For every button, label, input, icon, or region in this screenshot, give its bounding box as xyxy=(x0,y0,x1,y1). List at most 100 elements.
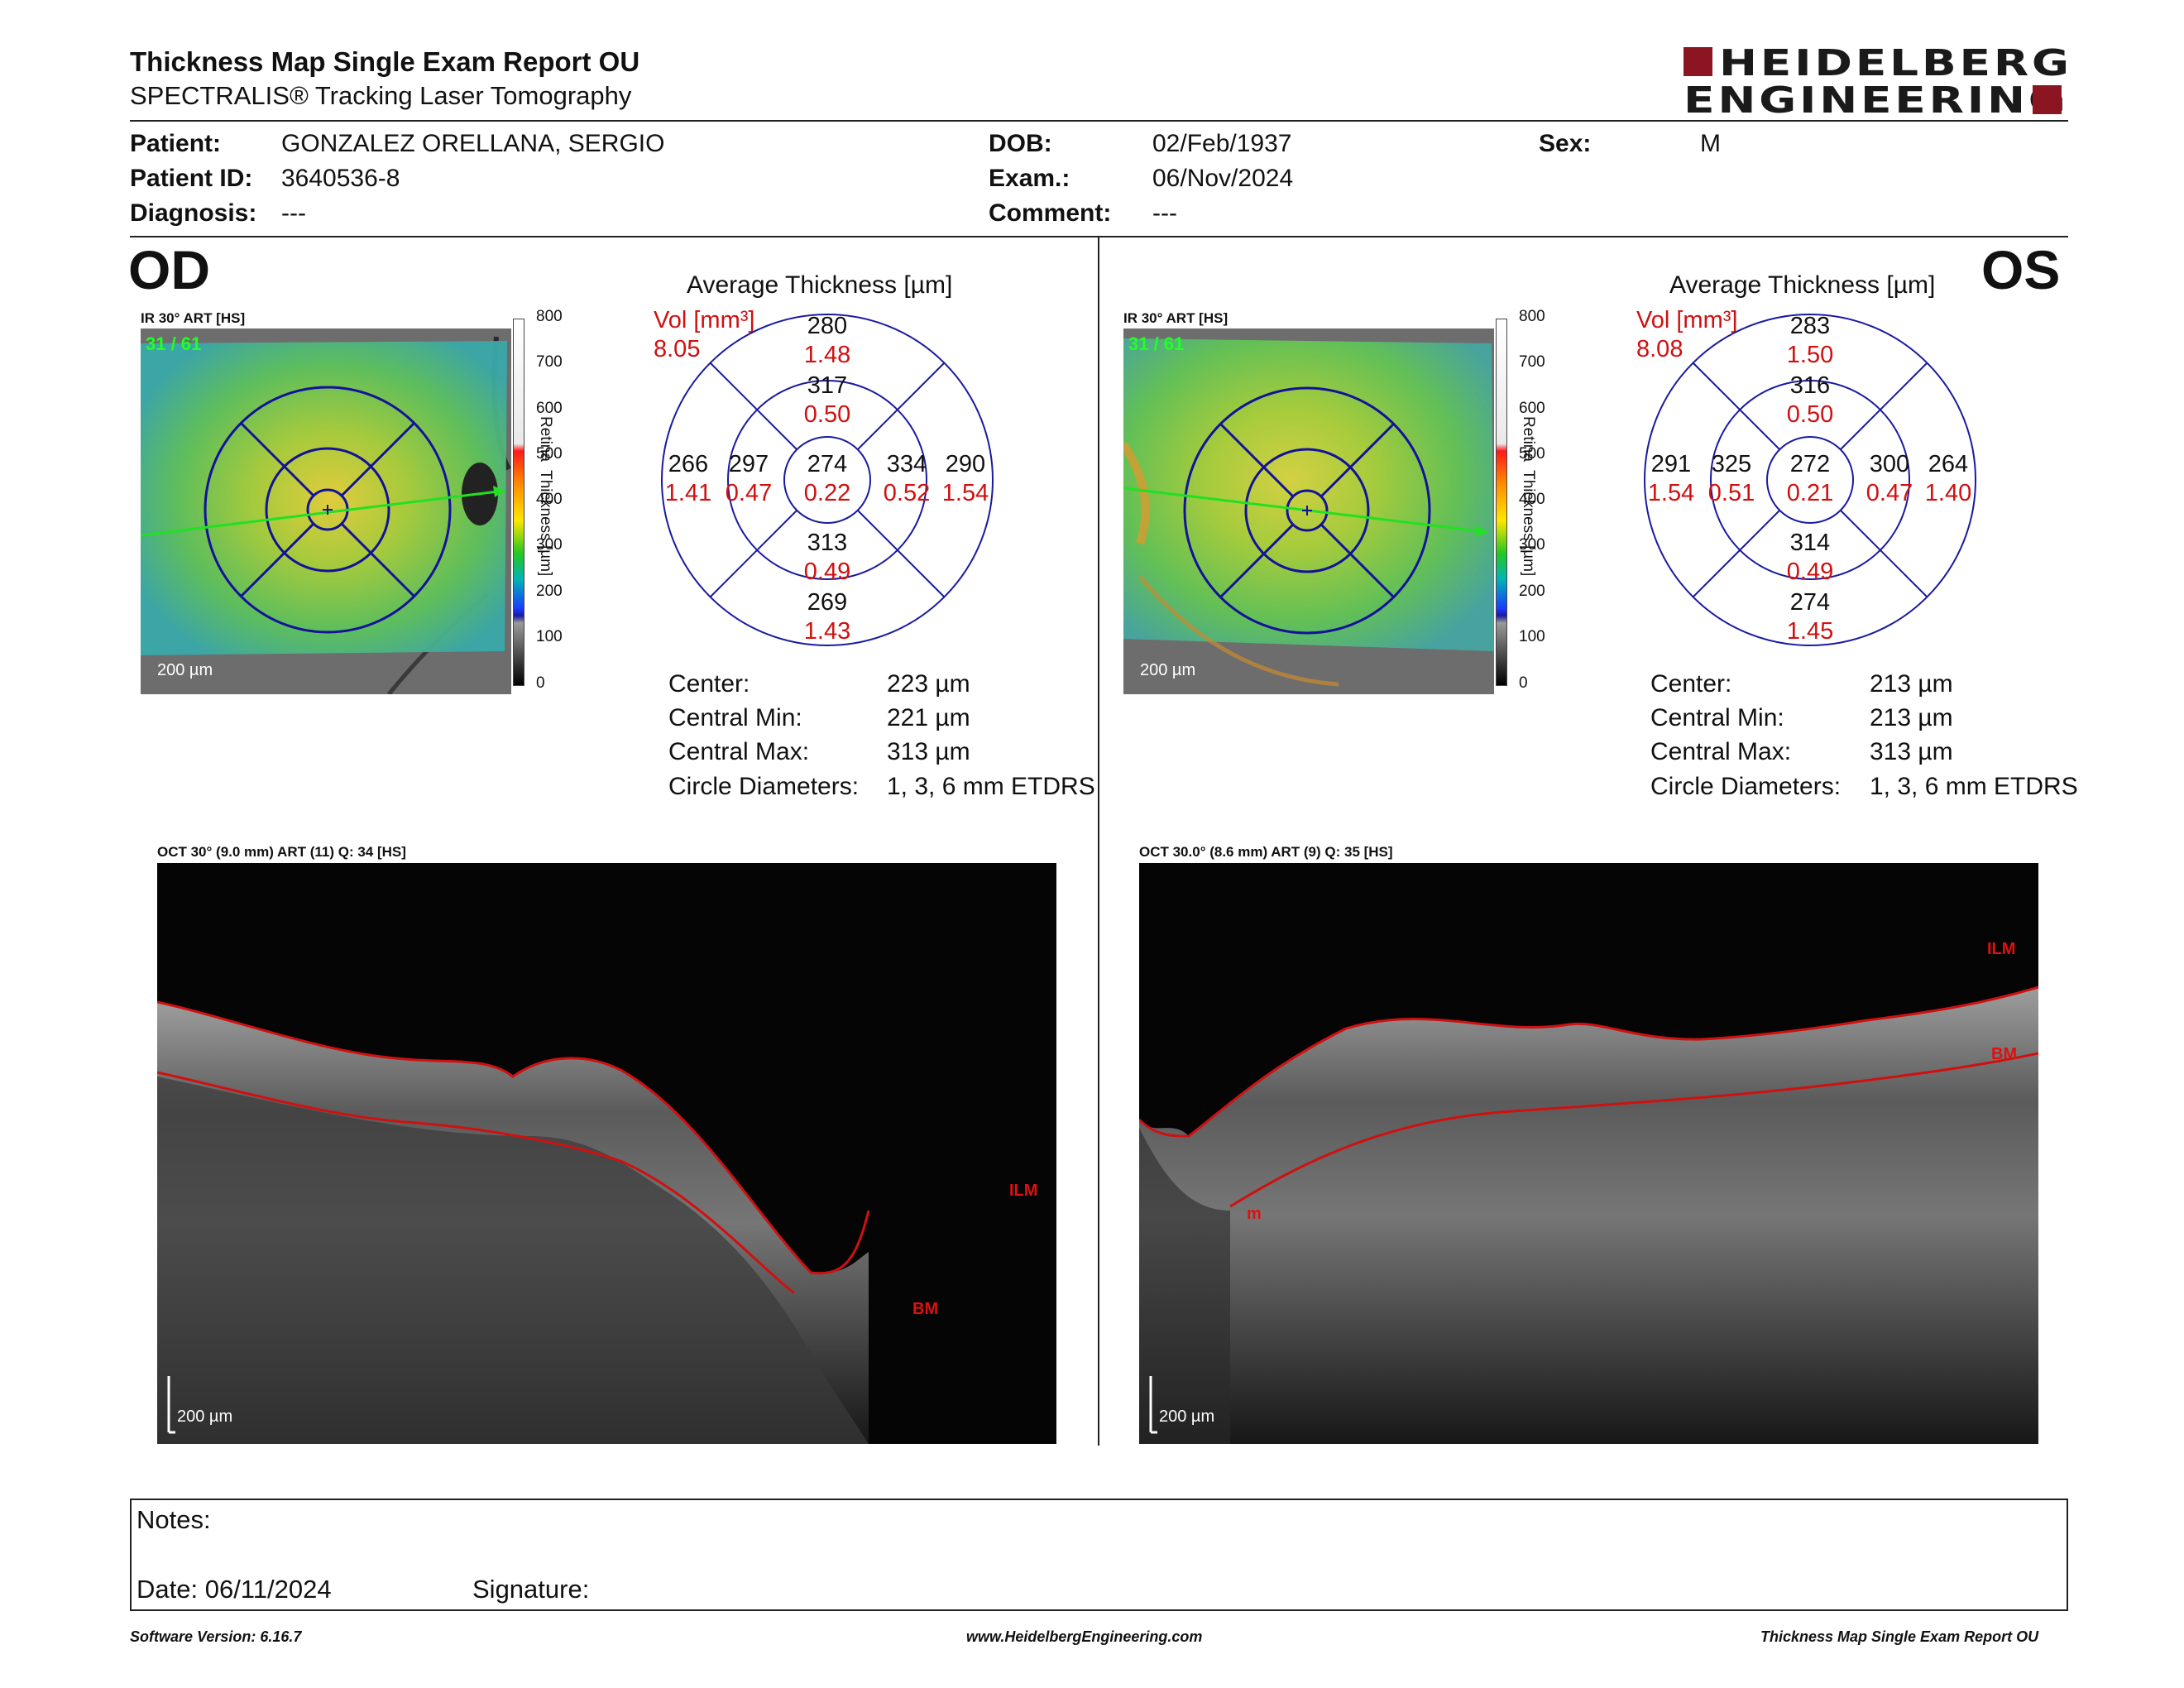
od-scale-500: 500 xyxy=(536,445,563,463)
od-scale-300: 300 xyxy=(536,536,563,554)
os-inner-right-thickness: 300 xyxy=(1869,451,1910,477)
od-scale-100: 100 xyxy=(536,628,563,645)
os-scale-200: 200 xyxy=(1519,583,1545,600)
od-scale-600: 600 xyxy=(536,400,563,417)
os-outer-sup-thickness: 283 xyxy=(1789,313,1831,339)
os-stat-diam-value: 1, 3, 6 mm ETDRS xyxy=(1870,773,2078,800)
od-scale-0: 0 xyxy=(536,674,545,692)
od-thickness-map: 31 / 61 200 µm xyxy=(141,328,511,694)
os-scale-0: 0 xyxy=(1519,674,1528,692)
os-inner-sup-vol: 0.50 xyxy=(1786,401,1834,428)
od-outer-left-thickness: 266 xyxy=(668,451,709,477)
report-title: Thickness Map Single Exam Report OU xyxy=(130,46,640,77)
od-center-vol: 0.22 xyxy=(803,480,851,506)
logo-square-bottom xyxy=(2033,85,2062,114)
os-thickness-map: 31 / 61 200 µm xyxy=(1123,328,1494,694)
od-outer-sup-vol: 1.48 xyxy=(803,342,851,368)
notes-label: Notes: xyxy=(136,1505,211,1534)
od-ilm-label: ILM xyxy=(1009,1182,1038,1200)
os-outer-right-vol: 1.40 xyxy=(1924,480,1972,506)
signature-label: Signature: xyxy=(472,1575,590,1604)
os-stat-min-label: Central Min: xyxy=(1650,704,1784,731)
dob-value: 02/Feb/1937 xyxy=(1152,130,1292,157)
info-divider xyxy=(130,236,2068,237)
os-scale-600: 600 xyxy=(1519,400,1545,417)
os-map-header: IR 30° ART [HS] xyxy=(1123,310,1228,326)
os-stat-max-value: 313 µm xyxy=(1870,738,1953,765)
os-inner-inf-thickness: 314 xyxy=(1789,530,1831,556)
os-map-scale: 200 µm xyxy=(1140,661,1196,679)
os-scale-300: 300 xyxy=(1519,536,1545,554)
od-center-thickness: 274 xyxy=(807,451,848,477)
od-outer-inf-vol: 1.43 xyxy=(803,618,851,645)
os-oct-svg xyxy=(1139,985,2038,1444)
od-oct-header: OCT 30° (9.0 mm) ART (11) Q: 34 [HS] xyxy=(157,844,406,860)
od-fundus-svg xyxy=(141,328,511,694)
od-inner-left-thickness: 297 xyxy=(728,451,769,477)
os-center-vol: 0.21 xyxy=(1786,480,1834,506)
os-m-label: m xyxy=(1247,1205,1262,1223)
od-scale-700: 700 xyxy=(536,353,563,371)
patient-name: GONZALEZ ORELLANA, SERGIO xyxy=(281,130,665,157)
os-outer-inf-vol: 1.45 xyxy=(1786,618,1834,645)
website-link[interactable]: www.HeidelbergEngineering.com xyxy=(966,1628,1203,1645)
od-scale-400: 400 xyxy=(536,491,563,508)
od-stat-max-label: Central Max: xyxy=(668,738,810,765)
os-avg-title: Average Thickness [µm] xyxy=(1669,271,1936,299)
footer-report-name: Thickness Map Single Exam Report OU xyxy=(1760,1628,2039,1645)
os-inner-inf-vol: 0.49 xyxy=(1786,559,1834,585)
od-map-header: IR 30° ART [HS] xyxy=(141,310,246,326)
os-inner-left-thickness: 325 xyxy=(1711,451,1752,477)
patient-id: 3640536-8 xyxy=(281,165,400,192)
os-scale-500: 500 xyxy=(1519,445,1545,463)
dob-label: DOB: xyxy=(989,130,1052,157)
software-version: Software Version: 6.16.7 xyxy=(130,1628,302,1645)
os-outer-inf-thickness: 274 xyxy=(1789,589,1831,616)
os-stat-min-value: 213 µm xyxy=(1870,704,1953,731)
os-stat-diam-label: Circle Diameters: xyxy=(1650,773,1842,800)
sex-value: M xyxy=(1700,130,1721,157)
os-inner-right-vol: 0.47 xyxy=(1866,480,1913,506)
od-inner-right-thickness: 334 xyxy=(886,451,927,477)
od-color-bar xyxy=(513,319,524,686)
od-stat-diam-label: Circle Diameters: xyxy=(668,773,860,800)
notes-box[interactable]: Notes: Date: 06/11/2024 Signature: xyxy=(130,1499,2068,1611)
od-stat-center-value: 223 µm xyxy=(887,670,970,698)
od-inner-sup-thickness: 317 xyxy=(807,372,848,399)
sex-label: Sex: xyxy=(1539,130,1592,157)
patient-id-label: Patient ID: xyxy=(130,165,253,192)
comment-label: Comment: xyxy=(989,199,1112,227)
os-oct-scale: 200 µm xyxy=(1159,1407,1215,1426)
od-map-scale: 200 µm xyxy=(157,661,213,679)
od-outer-sup-thickness: 280 xyxy=(807,313,848,339)
report-subtitle: SPECTRALIS® Tracking Laser Tomography xyxy=(130,81,632,110)
od-outer-right-thickness: 290 xyxy=(945,451,986,477)
od-vol-total: 8.05 xyxy=(654,336,701,362)
logo-square-top xyxy=(1684,47,1712,76)
os-center-thickness: 272 xyxy=(1789,451,1831,477)
od-inner-inf-thickness: 313 xyxy=(807,530,848,556)
od-scale-title: Retina Thickness [µm] xyxy=(537,416,554,577)
od-stat-min-value: 221 µm xyxy=(887,704,970,731)
os-outer-sup-vol: 1.50 xyxy=(1786,342,1834,368)
od-stat-center-label: Center: xyxy=(668,670,750,698)
od-etdrs-grid xyxy=(661,314,994,646)
od-inner-right-vol: 0.52 xyxy=(883,480,931,506)
diagnosis-value: --- xyxy=(281,199,306,227)
od-outer-left-vol: 1.41 xyxy=(664,480,712,506)
od-oct-svg xyxy=(157,1000,870,1444)
os-etdrs-grid xyxy=(1644,314,1976,646)
exam-label: Exam.: xyxy=(989,165,1070,192)
diagnosis-label: Diagnosis: xyxy=(130,199,257,227)
eye-divider xyxy=(1098,237,1099,1446)
os-color-bar xyxy=(1496,319,1507,686)
od-scale-800: 800 xyxy=(536,308,563,325)
od-stat-diam-value: 1, 3, 6 mm ETDRS xyxy=(887,773,1095,800)
os-scale-700: 700 xyxy=(1519,353,1545,371)
logo-line1: HEIDELBERG xyxy=(1719,42,2072,84)
os-scale-400: 400 xyxy=(1519,491,1545,508)
date-label: Date: 06/11/2024 xyxy=(136,1575,332,1604)
od-stat-max-value: 313 µm xyxy=(887,738,970,765)
od-eye-label: OD xyxy=(128,239,210,300)
os-fundus-svg xyxy=(1123,328,1494,694)
